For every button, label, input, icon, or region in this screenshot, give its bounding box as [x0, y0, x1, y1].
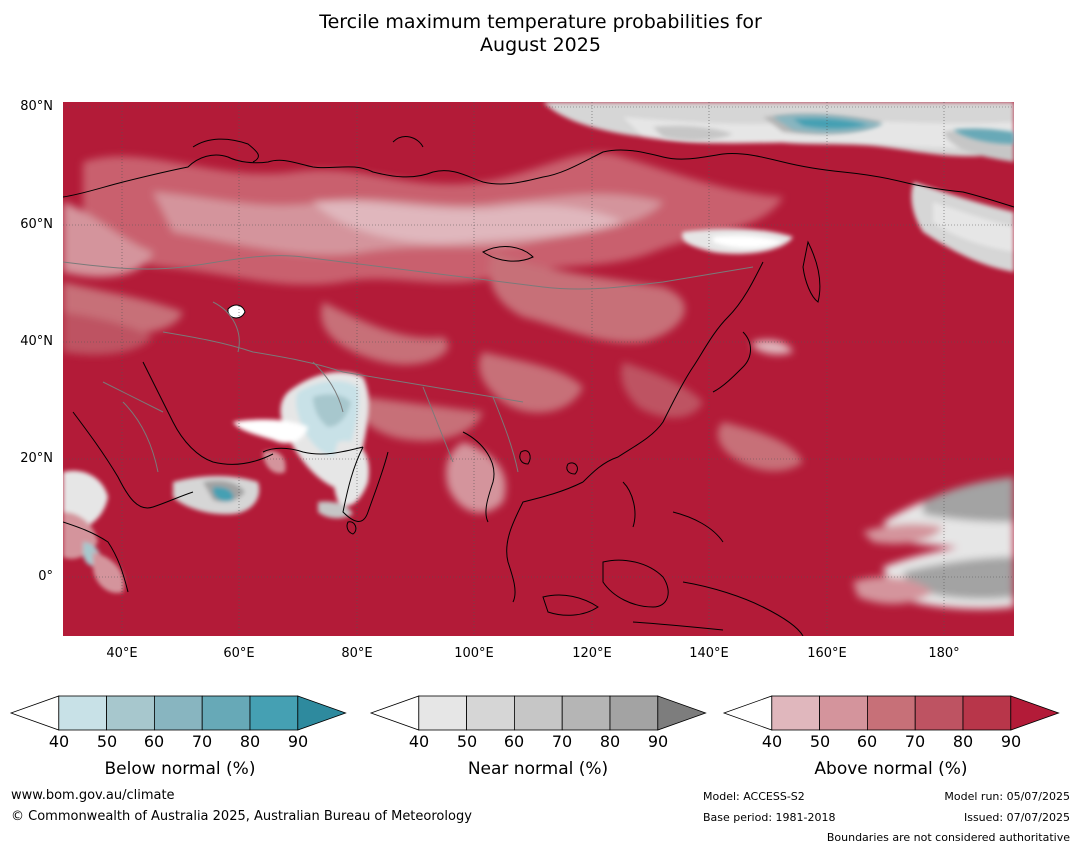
base-period: Base period: 1981-2018	[703, 811, 836, 824]
above-colorbar-low-extend	[722, 695, 773, 731]
above-normal-light-zones	[63, 152, 803, 513]
near-colorbar-segment	[609, 695, 659, 731]
below-tick: 50	[96, 732, 118, 751]
near-tick: 40	[408, 732, 430, 751]
model-run-date: Model run: 05/07/2025	[944, 790, 1070, 803]
above-tick: 70	[904, 732, 926, 751]
near-colorbar-segment	[418, 695, 467, 731]
near-tick: 90	[647, 732, 669, 751]
lon-label-80e: 80°E	[341, 646, 373, 661]
lat-label-20n: 20°N	[20, 451, 53, 466]
below-colorbar-segment	[106, 695, 155, 731]
lon-label-60e: 60°E	[223, 646, 255, 661]
above-normal-colorbar	[722, 695, 1060, 731]
lon-label-40e: 40°E	[106, 646, 138, 661]
near-tick: 50	[456, 732, 478, 751]
below-tick: 90	[287, 732, 309, 751]
near-colorbar-segment	[514, 695, 563, 731]
below-normal-arctic	[653, 114, 1014, 144]
graticule	[63, 102, 1014, 636]
below-normal-colorbar	[9, 695, 347, 731]
map-canvas	[63, 102, 1014, 636]
probability-map	[63, 102, 1014, 636]
below-colorbar-segment	[249, 695, 299, 731]
near-colorbar-segment	[466, 695, 515, 731]
near-colorbar-high-extend	[657, 695, 707, 731]
near-tick: 80	[599, 732, 621, 751]
near-normal-title: Near normal (%)	[467, 759, 609, 779]
lat-label-0: 0°	[38, 569, 53, 584]
above-tick: 40	[761, 732, 783, 751]
map-title-line1: Tercile maximum temperature probabilitie…	[319, 11, 762, 33]
near-tick: 70	[551, 732, 573, 751]
colorbars	[9, 695, 1060, 731]
pacific-near-normal	[753, 340, 1014, 609]
lat-label-60n: 60°N	[20, 217, 53, 232]
above-tick: 60	[856, 732, 878, 751]
below-colorbar-segment	[153, 695, 203, 731]
above-colorbar-segment	[771, 695, 820, 731]
above-tick: 90	[1000, 732, 1022, 751]
below-colorbar-segment	[201, 695, 251, 731]
above-tick: 80	[952, 732, 974, 751]
below-tick: 40	[48, 732, 70, 751]
above-colorbar-segment	[819, 695, 868, 731]
lon-label-140e: 140°E	[689, 646, 729, 661]
lon-label-120e: 120°E	[572, 646, 612, 661]
lon-label-100e: 100°E	[454, 646, 494, 661]
near-colorbar-low-extend	[369, 695, 420, 731]
country-borders	[63, 255, 754, 473]
lat-label-80n: 80°N	[20, 99, 53, 114]
model-name: Model: ACCESS-S2	[703, 790, 805, 803]
lon-label-160e: 160°E	[807, 646, 847, 661]
islands	[346, 246, 578, 535]
near-colorbar-segment	[561, 695, 611, 731]
website-link[interactable]: www.bom.gov.au/climate	[11, 788, 175, 803]
below-colorbar-segment	[58, 695, 107, 731]
above-colorbar-segment	[867, 695, 916, 731]
issued-date: Issued: 07/07/2025	[963, 811, 1070, 824]
near-normal-colorbar	[369, 695, 707, 731]
below-colorbar-high-extend	[297, 695, 347, 731]
boundaries-disclaimer: Boundaries are not considered authoritat…	[826, 831, 1070, 844]
lat-label-40n: 40°N	[20, 334, 53, 349]
map-title-line2: August 2025	[480, 34, 601, 56]
above-colorbar-segment	[914, 695, 964, 731]
below-tick: 80	[239, 732, 261, 751]
coastlines	[63, 136, 1014, 636]
above-tick: 50	[809, 732, 831, 751]
above-colorbar-high-extend	[1010, 695, 1060, 731]
below-colorbar-low-extend	[9, 695, 60, 731]
above-normal-title: Above normal (%)	[814, 759, 968, 779]
above-colorbar-segment	[962, 695, 1012, 731]
lon-label-180: 180°	[928, 646, 960, 661]
below-normal-india	[233, 372, 369, 519]
below-tick: 60	[143, 732, 165, 751]
copyright-text: © Commonwealth of Australia 2025, Austra…	[11, 809, 472, 824]
below-tick: 70	[191, 732, 213, 751]
below-normal-title: Below normal (%)	[104, 759, 256, 779]
near-tick: 60	[503, 732, 525, 751]
